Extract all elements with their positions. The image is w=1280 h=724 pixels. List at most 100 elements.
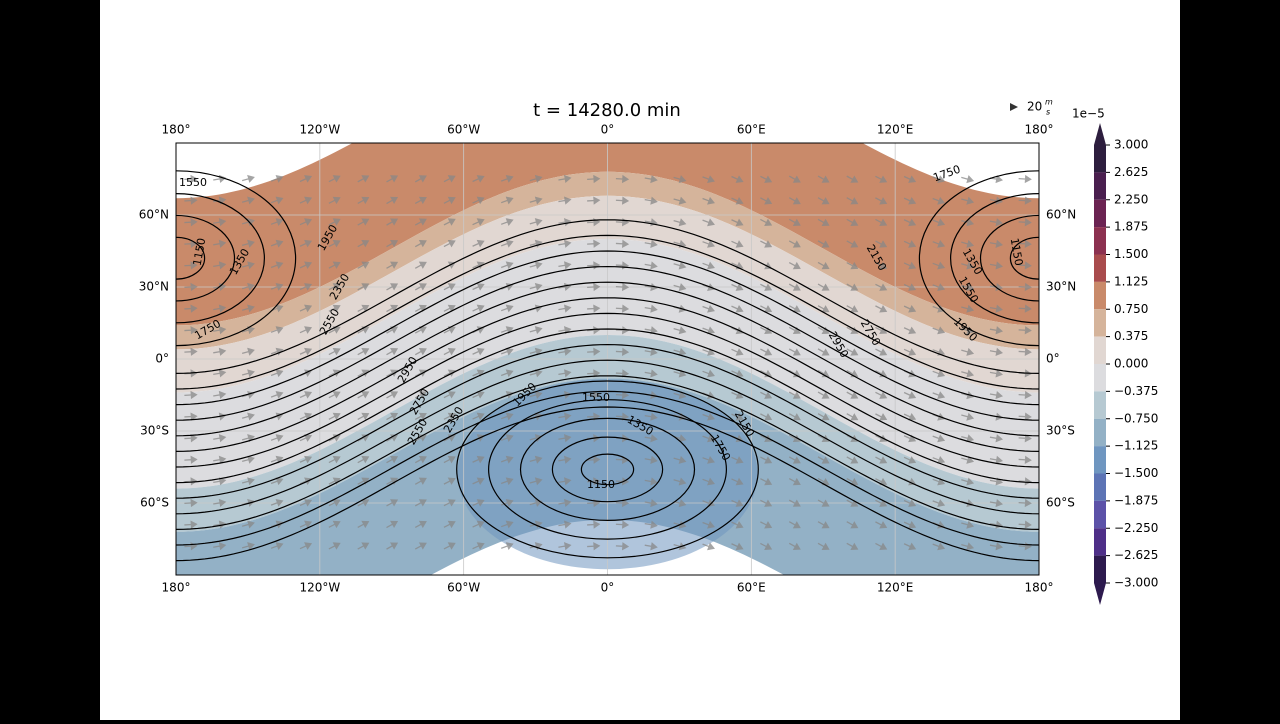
wind-arrow: [817, 521, 830, 529]
wind-arrow: [213, 218, 227, 227]
wind-arrow: [702, 175, 715, 184]
wind-arrow: [529, 369, 543, 378]
wind-arrow: [472, 196, 485, 205]
quiver-key-unit: s: [1046, 108, 1050, 117]
wind-arrow: [500, 455, 514, 464]
wind-arrow: [213, 477, 227, 486]
wind-arrow: [615, 282, 630, 292]
wind-arrow: [357, 455, 370, 464]
wind-arrow: [443, 239, 456, 248]
wind-arrow: [788, 391, 801, 399]
wind-arrow: [673, 261, 687, 270]
wind-arrow: [615, 347, 630, 356]
wind-arrow: [673, 347, 687, 356]
wind-arrow: [903, 520, 917, 529]
wind-arrow: [241, 412, 255, 421]
wind-arrow: [731, 304, 744, 313]
wind-arrow: [558, 196, 572, 205]
wind-arrow: [328, 261, 341, 269]
wind-arrow: [357, 218, 370, 226]
wind-arrow: [299, 261, 313, 270]
wind-arrow: [989, 239, 1004, 248]
wind-arrow: [932, 304, 946, 313]
wind-arrow: [558, 347, 572, 356]
wind-arrow: [270, 174, 284, 183]
wind-arrow: [184, 390, 198, 400]
wind-arrow: [414, 175, 427, 183]
wind-arrow: [788, 175, 801, 183]
wind-arrow: [443, 455, 456, 464]
wind-arrow: [213, 261, 227, 270]
colorbar: 3.000 2.625 2.250 1.875 1.500 1.125 0.750 0.375…: [1094, 123, 1158, 605]
colorbar-tick-label: 2.625: [1114, 165, 1148, 179]
contour-line: [979, 214, 1039, 302]
wind-arrow: [760, 542, 773, 551]
wind-arrow: [615, 498, 630, 508]
colorbar-scale-label: 1e−5: [1072, 107, 1105, 121]
wind-arrow: [299, 218, 313, 226]
wind-arrow: [500, 520, 514, 529]
wind-arrow: [357, 196, 370, 205]
wind-arrow: [644, 498, 658, 508]
wind-arrow: [443, 499, 456, 507]
wind-arrow: [875, 477, 888, 486]
wind-arrow: [357, 283, 370, 291]
contour-line: [918, 170, 1039, 347]
wind-arrow: [903, 196, 917, 205]
wind-arrow: [731, 542, 744, 551]
wind-arrow: [184, 477, 198, 486]
wind-arrow: [673, 218, 687, 227]
wind-arrow: [1018, 434, 1032, 443]
wind-arrow: [644, 412, 658, 421]
wind-arrow: [989, 261, 1004, 270]
x-tick-label: 180°: [1025, 581, 1054, 595]
wind-arrow: [241, 304, 255, 313]
wind-arrow: [615, 520, 630, 529]
wind-arrow: [587, 412, 601, 421]
wind-arrow: [846, 542, 859, 551]
wind-arrow: [903, 326, 917, 335]
wind-arrow: [702, 542, 715, 551]
wind-arrow: [903, 456, 917, 464]
contour-line: [176, 170, 297, 347]
wind-arrow: [846, 240, 859, 248]
wind-arrow: [184, 434, 198, 443]
colorbar-band: [1094, 281, 1106, 310]
wind-arrow: [357, 412, 370, 421]
wind-arrow: [587, 282, 601, 292]
wind-arrow: [558, 477, 572, 486]
y-tick-label: 30°S: [1046, 424, 1075, 438]
wind-arrow: [357, 391, 370, 399]
wind-arrow: [529, 218, 543, 227]
wind-arrow: [443, 283, 456, 291]
wind-arrow: [184, 498, 198, 508]
wind-arrow: [184, 261, 198, 270]
wind-arrow: [673, 477, 687, 486]
plot-frame: [175, 142, 1040, 576]
wind-arrow: [731, 240, 744, 248]
wind-arrow: [328, 455, 341, 464]
wind-arrow: [443, 412, 456, 421]
wind-arrow: [673, 391, 687, 400]
wind-arrow: [386, 412, 399, 421]
colorbar-tick-label: −1.875: [1114, 493, 1158, 507]
wind-arrow: [875, 261, 888, 270]
wind-arrow: [846, 456, 859, 464]
wind-arrow: [788, 542, 801, 551]
wind-arrow: [1018, 347, 1032, 356]
contour-line: [176, 375, 1039, 530]
wind-arrow: [472, 218, 485, 226]
wind-arrow: [328, 218, 341, 226]
wind-arrow: [846, 283, 859, 291]
wind-arrow: [644, 455, 658, 464]
wind-arrow: [989, 498, 1004, 508]
wind-arrow: [1018, 390, 1032, 400]
wind-arrow: [270, 196, 284, 205]
wind-arrow: [731, 348, 744, 356]
wind-arrow: [932, 175, 946, 184]
wind-arrow: [673, 175, 687, 184]
wind-arrow: [386, 175, 399, 183]
x-tick-label: 120°W: [299, 123, 340, 137]
wind-arrow: [299, 455, 313, 464]
